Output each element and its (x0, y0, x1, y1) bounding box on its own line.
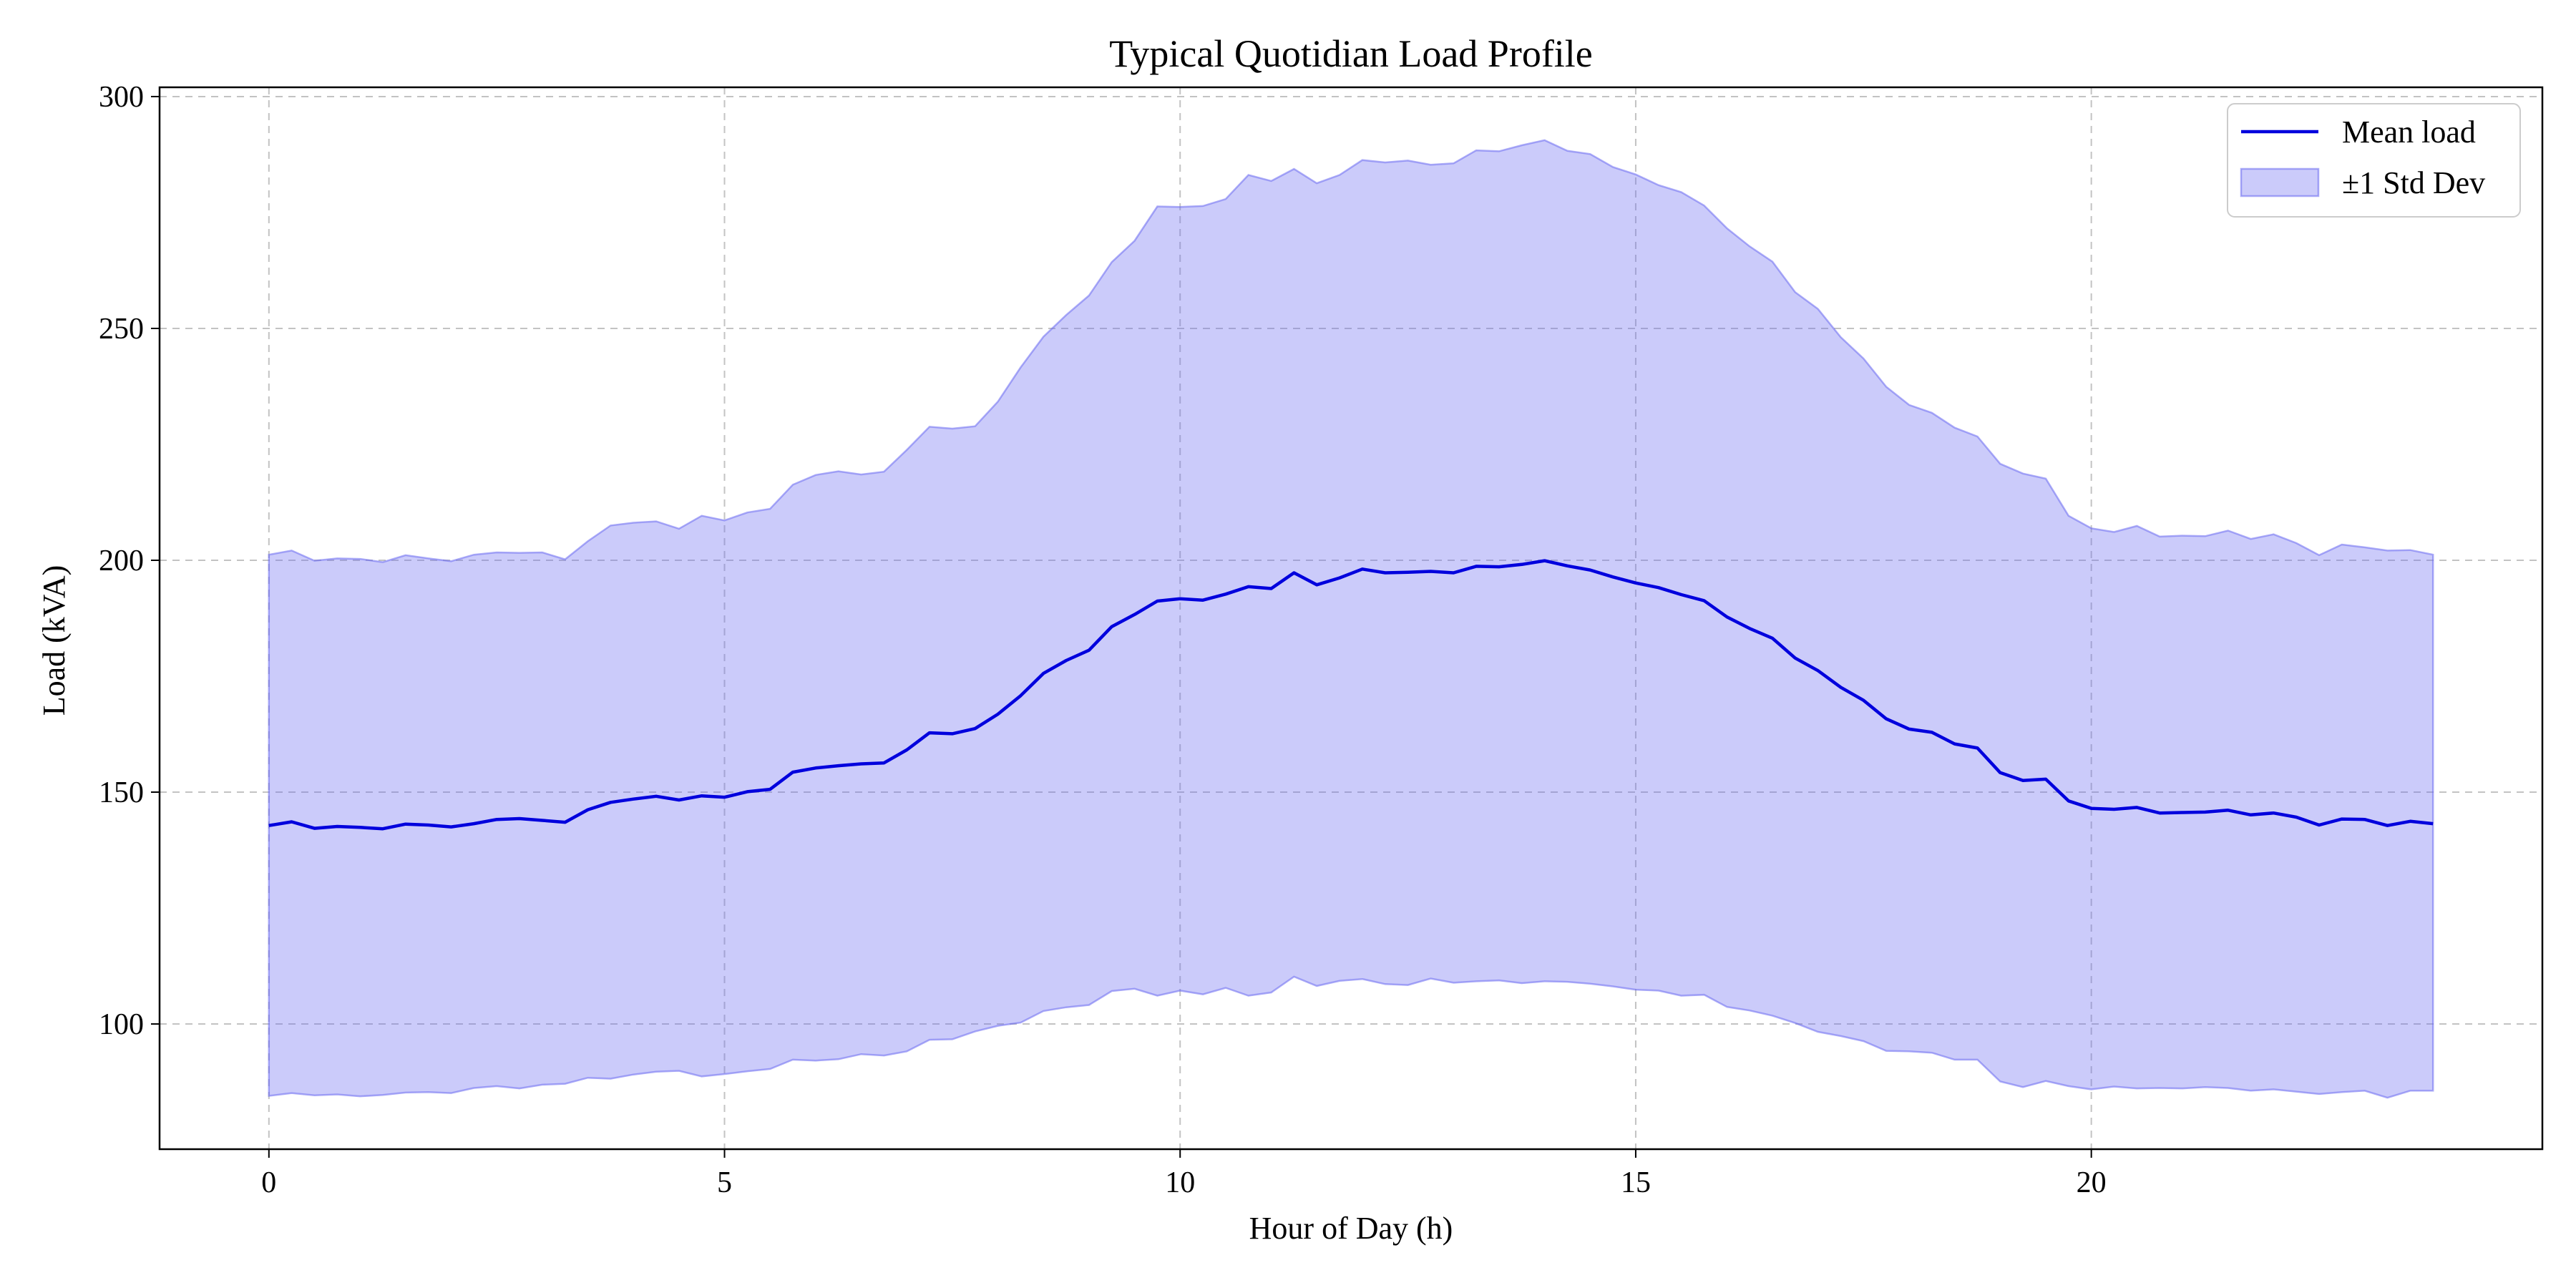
x-tick-label: 20 (2077, 1166, 2107, 1199)
legend-mean-load-label: Mean load (2342, 114, 2476, 150)
mean-load-line-layer (268, 559, 2434, 831)
x-tick-label: 5 (717, 1166, 732, 1199)
y-axis: 100 150 200 250 300 (99, 81, 160, 1041)
y-tick-label: 150 (99, 776, 144, 809)
x-tick-label: 0 (261, 1166, 276, 1199)
y-axis-label: Load (kVA) (36, 565, 72, 716)
mean-load-line (268, 559, 2434, 831)
x-axis-label: Hour of Day (h) (1249, 1211, 1453, 1246)
legend-std-dev-swatch (2240, 167, 2320, 197)
chart-title: Typical Quotidian Load Profile (1109, 32, 1593, 75)
legend: Mean load ±1 Std Dev (2227, 103, 2521, 218)
y-tick-label: 300 (99, 81, 144, 114)
x-tick-label: 10 (1165, 1166, 1195, 1199)
y-tick-label: 100 (99, 1008, 144, 1041)
std-dev-band (268, 139, 2434, 1099)
legend-std-dev-label: ±1 Std Dev (2342, 165, 2485, 200)
y-tick-label: 200 (99, 545, 144, 577)
x-tick-label: 15 (1621, 1166, 1651, 1199)
y-tick-label: 250 (99, 313, 144, 346)
x-axis: 0 5 10 15 20 (261, 1149, 2107, 1199)
plot-frame (158, 86, 2544, 1151)
std-dev-band-layer (268, 139, 2434, 1099)
